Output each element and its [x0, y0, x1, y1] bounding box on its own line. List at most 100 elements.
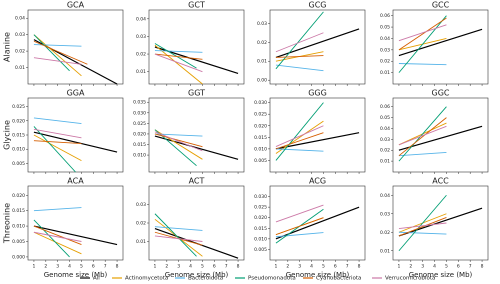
- x-tick-label: 3: [177, 264, 180, 270]
- panel-title: GCT: [188, 1, 205, 10]
- regression-line: [275, 120, 324, 154]
- plot-area: [269, 185, 366, 261]
- plot-area: [148, 97, 245, 173]
- x-tick-label: 3: [298, 264, 301, 270]
- y-tick-label: 0.000: [12, 254, 25, 260]
- x-tick-label: 8: [237, 264, 240, 270]
- y-tick-label: 0.030: [254, 194, 267, 200]
- panel-title: GGG: [308, 89, 327, 98]
- plot-area: [27, 9, 124, 85]
- regression-line: [33, 131, 118, 153]
- regression-line: [275, 148, 324, 152]
- panel-title: GCA: [67, 1, 85, 10]
- x-tick-label: 6: [213, 264, 216, 270]
- y-tick-label: 0.01: [380, 159, 390, 165]
- regression-line: [275, 11, 324, 70]
- y-tick-label: 0.01: [15, 65, 25, 71]
- y-tick-label: 0.010: [12, 224, 25, 230]
- x-tick-label: 4: [433, 264, 436, 270]
- y-tick-label: 0.01: [136, 239, 146, 245]
- regression-line: [398, 17, 447, 51]
- regression-line: [275, 64, 324, 72]
- x-axis-label: Genome size (Mb): [286, 271, 350, 279]
- x-tick-label: 7: [469, 264, 472, 270]
- y-axis-label: Glycine: [3, 120, 12, 150]
- y-tick-label: 0.015: [254, 135, 267, 141]
- plot-area: [269, 9, 366, 85]
- regression-line: [275, 132, 324, 150]
- y-axis-label: Alanine: [3, 32, 12, 62]
- regression-line: [154, 53, 203, 60]
- y-tick-label: 0.030: [133, 110, 146, 116]
- regression-line: [33, 57, 82, 65]
- regression-line: [398, 117, 447, 157]
- x-tick-label: 5: [322, 264, 325, 270]
- y-tick-label: 0.020: [254, 215, 267, 221]
- y-tick-label: 0.010: [254, 146, 267, 152]
- y-tick-label: 0.035: [133, 100, 146, 106]
- x-tick-label: 6: [334, 264, 337, 270]
- y-tick-label: 0.030: [254, 100, 267, 106]
- y-tick-label: 0.010: [254, 236, 267, 242]
- y-tick-label: 0.02: [380, 230, 390, 236]
- y-tick-label: 0.020: [12, 118, 25, 124]
- regression-line: [33, 34, 70, 72]
- regression-line: [275, 232, 324, 238]
- y-tick-label: 0.00: [257, 78, 267, 84]
- regression-line: [154, 50, 203, 53]
- panel-title: ACA: [67, 177, 84, 186]
- x-tick-label: 4: [189, 264, 192, 270]
- y-tick-label: 0.005: [254, 247, 267, 253]
- regression-line: [33, 225, 82, 246]
- y-tick-label: 0.02: [380, 148, 390, 154]
- y-tick-label: 0.020: [133, 131, 146, 137]
- y-tick-label: 0.02: [136, 221, 146, 227]
- x-tick-label: 3: [421, 264, 424, 270]
- y-tick-label: 0.03: [136, 202, 146, 208]
- regression-line: [154, 133, 203, 148]
- regression-line: [33, 128, 82, 139]
- panel-title: ACC: [432, 177, 449, 186]
- regression-line: [275, 102, 324, 161]
- regression-line: [154, 131, 203, 152]
- legend-label: Verrucomicrobiota: [385, 276, 435, 282]
- panel-title: GGC: [432, 89, 450, 98]
- legend-label: Cyanobacteriota: [316, 276, 361, 282]
- y-tick-label: 0.02: [136, 52, 146, 58]
- regression-line: [154, 44, 203, 85]
- regression-line: [398, 125, 483, 151]
- y-tick-label: 0.05: [380, 115, 390, 121]
- y-tick-label: 0.03: [15, 32, 25, 38]
- x-tick-label: 5: [445, 264, 448, 270]
- x-tick-label: 7: [104, 264, 107, 270]
- x-tick-label: 8: [116, 264, 119, 270]
- y-tick-label: 0.02: [15, 49, 25, 55]
- y-tick-label: 0.005: [254, 158, 267, 164]
- regression-line: [398, 15, 447, 73]
- regression-line: [275, 55, 324, 58]
- legend-label: Bacteroidota: [188, 276, 223, 282]
- x-tick-label: 2: [165, 264, 168, 270]
- x-tick-label: 2: [409, 264, 412, 270]
- regression-line: [398, 28, 483, 57]
- regression-line: [33, 231, 82, 255]
- y-tick-label: 0.020: [12, 193, 25, 199]
- regression-line: [398, 194, 447, 252]
- regression-line: [33, 225, 118, 246]
- regression-line: [154, 53, 203, 73]
- regression-line: [33, 134, 82, 162]
- y-tick-label: 0.04: [380, 193, 390, 199]
- y-tick-label: 0.04: [380, 36, 390, 42]
- x-axis-label: Genome size (Mb): [165, 271, 229, 279]
- y-tick-label: 0.04: [136, 16, 146, 22]
- legend-label: Pseudomonadota: [248, 276, 296, 282]
- y-tick-label: 0.010: [12, 147, 25, 153]
- plot-area: [269, 97, 366, 173]
- panel-title: ACG: [309, 177, 326, 186]
- y-tick-label: 0.020: [254, 123, 267, 129]
- regression-line: [33, 140, 82, 144]
- legend-label: Actinomycetota: [125, 276, 168, 282]
- x-tick-label: 7: [346, 264, 349, 270]
- y-tick-label: 0.025: [133, 121, 146, 127]
- y-tick-label: 0.025: [254, 112, 267, 118]
